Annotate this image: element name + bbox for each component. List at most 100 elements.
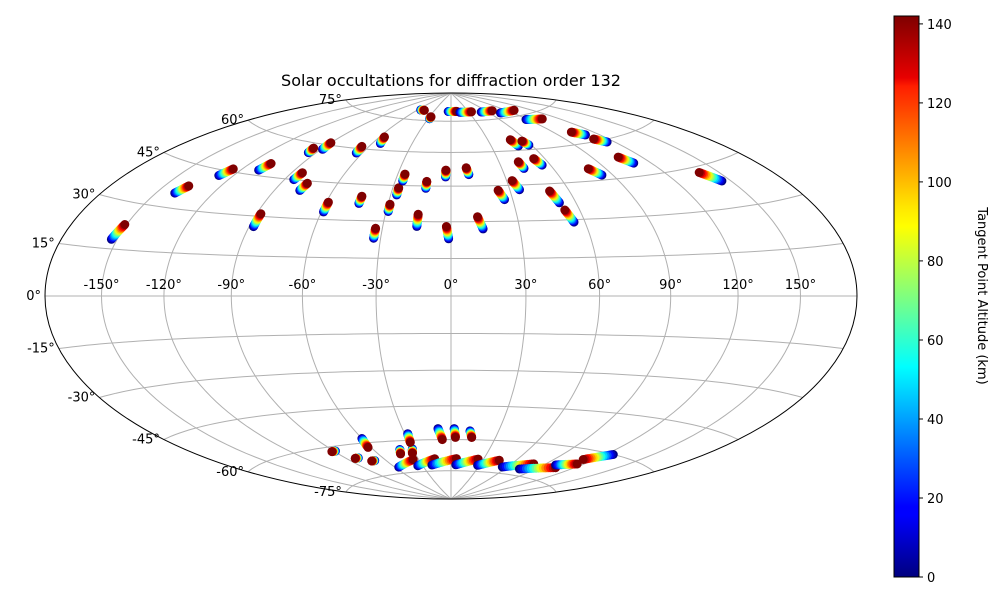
x-tick-label: -120°: [146, 278, 182, 293]
occultation-track: [357, 434, 373, 452]
occultation-point: [494, 455, 504, 465]
y-tick-label: -45°: [132, 433, 160, 448]
occultation-track: [495, 105, 519, 118]
occultation-point: [422, 176, 432, 186]
occultation-track: [170, 181, 194, 198]
occultation-track: [507, 176, 524, 195]
chart-title: Solar occultations for diffraction order…: [281, 71, 621, 90]
y-tick-label: 75°: [319, 93, 342, 108]
occultation-track: [441, 165, 451, 182]
parallel-line: [163, 405, 739, 440]
occultation-point: [537, 114, 547, 124]
occultation-point: [473, 212, 482, 222]
occultation-track: [421, 176, 432, 193]
occultation-track: [427, 454, 461, 470]
x-tick-label: 90°: [659, 278, 682, 293]
occultation-track: [383, 199, 395, 216]
occultation-track: [375, 132, 389, 148]
occultation-markers: [106, 105, 727, 474]
occultation-track: [513, 157, 529, 173]
colorbar-tick-label: 100: [927, 176, 952, 191]
colorbar-tick-label: 120: [927, 97, 952, 112]
occultation-point: [256, 209, 266, 219]
occultation-point: [228, 164, 238, 174]
occultation-track: [473, 212, 488, 234]
occultation-track: [214, 164, 238, 180]
occultation-track: [613, 152, 639, 168]
occultation-point: [509, 105, 519, 115]
occultation-track: [473, 455, 504, 470]
occultation-track: [392, 183, 404, 200]
occultation-point: [323, 197, 333, 207]
y-tick-label: -75°: [314, 485, 342, 500]
occultation-point: [302, 178, 312, 188]
occultation-point: [297, 168, 307, 178]
parallel-line: [58, 333, 844, 349]
y-tick-label: 30°: [72, 188, 95, 203]
occultation-track: [589, 134, 612, 147]
occultation-point: [400, 169, 410, 179]
occultation-track: [521, 114, 547, 124]
colorbar-tick-label: 40: [927, 413, 944, 428]
occultation-track: [295, 178, 312, 195]
occultation-point: [513, 157, 523, 167]
occultation-track: [461, 163, 474, 180]
occultation-point: [380, 132, 389, 142]
occultation-track: [529, 154, 547, 170]
occultation-track: [517, 136, 534, 150]
y-tick-label: 60°: [221, 113, 244, 128]
occultation-point: [426, 112, 436, 122]
occultation-track: [545, 186, 564, 208]
parallel-line: [345, 470, 557, 493]
y-tick-label: -30°: [68, 391, 96, 406]
occultation-track: [694, 168, 727, 186]
x-tick-label: 60°: [588, 278, 611, 293]
occultation-track: [303, 143, 319, 158]
occultation-point: [266, 159, 276, 168]
occultation-point: [441, 165, 451, 175]
occultation-point: [487, 106, 497, 116]
occultation-track: [416, 105, 429, 115]
y-tick-label: -60°: [216, 465, 244, 480]
occultation-track: [476, 106, 497, 117]
y-tick-label: 15°: [32, 237, 55, 252]
occultation-track: [551, 459, 582, 470]
occultation-point: [437, 435, 447, 445]
y-tick-label: 45°: [137, 146, 160, 161]
occultation-point: [461, 163, 471, 173]
occultation-track: [369, 223, 381, 243]
occultation-point: [385, 199, 395, 209]
occultation-point: [493, 185, 503, 195]
occultation-point: [413, 209, 423, 219]
colorbar: 0 20 40 60 80 100 120 140 Tangent Point Altitud…: [893, 15, 989, 586]
colorbar-tick-label: 0: [927, 571, 935, 586]
map-boundary: [44, 92, 858, 500]
colorbar-ticks: 0 20 40 60 80 100 120 140: [919, 18, 952, 586]
occultation-track: [441, 222, 454, 244]
occultation-point: [367, 456, 377, 466]
occultation-track: [249, 209, 266, 232]
occultation-track: [398, 169, 410, 186]
x-tick-label: -150°: [83, 278, 119, 293]
parallel-line: [99, 194, 803, 223]
occultation-track: [318, 138, 336, 154]
colorbar-gradient: [893, 15, 920, 578]
occultation-track: [394, 455, 418, 472]
occultation-point: [405, 438, 415, 447]
grid-lines: [45, 92, 857, 500]
occultation-point: [408, 455, 418, 465]
occultation-track: [407, 444, 417, 458]
occultation-point: [394, 183, 404, 193]
x-tick-label: 30°: [514, 278, 537, 293]
occultation-point: [578, 455, 588, 464]
colorbar-tick-label: 140: [927, 18, 952, 33]
occultation-track: [106, 220, 130, 244]
x-tick-label: -30°: [362, 278, 390, 293]
occultation-track: [578, 450, 618, 464]
occultation-track: [425, 112, 436, 124]
occultation-track: [395, 445, 406, 459]
occultation-point: [560, 205, 570, 215]
occultation-point: [396, 449, 406, 459]
occultation-point: [566, 127, 576, 137]
